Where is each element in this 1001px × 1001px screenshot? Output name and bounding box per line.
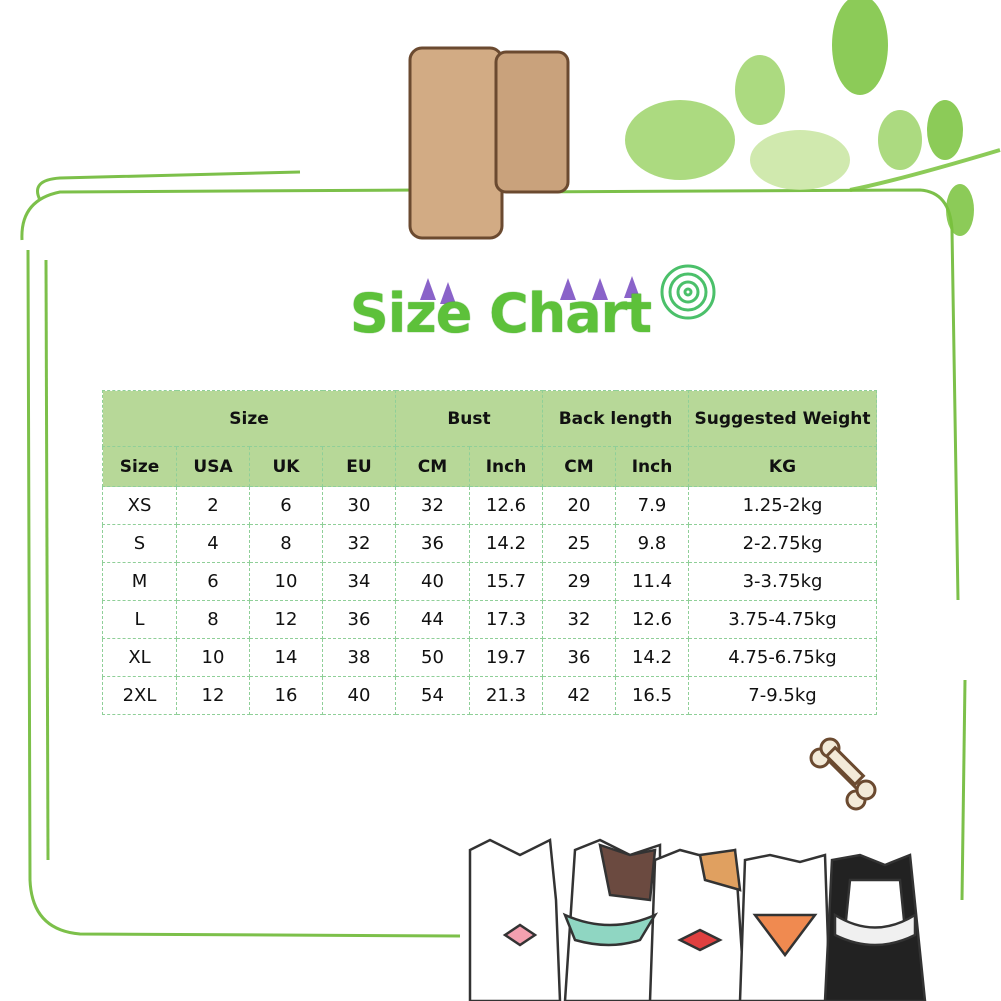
table-cell: 20 xyxy=(542,486,616,525)
sub-header-row: Size USA UK EU CM Inch CM Inch KG xyxy=(102,446,877,487)
table-cell: 36 xyxy=(322,600,396,639)
leaves-icon xyxy=(625,0,1001,236)
table-cell: 42 xyxy=(542,676,616,715)
table-cell: 32 xyxy=(395,486,470,525)
table-cell: 30 xyxy=(322,486,396,525)
table-cell: S xyxy=(102,524,177,563)
table-cell: 17.3 xyxy=(469,600,543,639)
size-chart-table: Size Bust Back length Suggested Weight S… xyxy=(102,390,877,715)
table-cell: 3.75-4.75kg xyxy=(688,600,877,639)
table-cell: 4.75-6.75kg xyxy=(688,638,877,677)
table-cell: 11.4 xyxy=(615,562,689,601)
table-cell: 19.7 xyxy=(469,638,543,677)
table-cell: 14.2 xyxy=(469,524,543,563)
table-cell: 32 xyxy=(542,600,616,639)
table-cell: 12 xyxy=(176,676,250,715)
table-cell: 12 xyxy=(249,600,323,639)
table-cell: 40 xyxy=(395,562,470,601)
table-row: S 4 8 32 36 14.2 25 9.8 2-2.75kg xyxy=(102,524,877,563)
table-cell: M xyxy=(102,562,177,601)
table-cell: 16.5 xyxy=(615,676,689,715)
table-cell: 14 xyxy=(249,638,323,677)
table-cell: 7-9.5kg xyxy=(688,676,877,715)
table-cell: 8 xyxy=(176,600,250,639)
table-cell: 3-3.75kg xyxy=(688,562,877,601)
table-cell: 32 xyxy=(322,524,396,563)
sub-header-cell: KG xyxy=(688,446,877,487)
sub-header-cell: USA xyxy=(176,446,250,487)
header-size: Size xyxy=(102,390,396,447)
clothespin-icon xyxy=(408,46,570,240)
bone-icon xyxy=(809,737,877,811)
table-cell: 44 xyxy=(395,600,470,639)
sub-header-cell: CM xyxy=(395,446,470,487)
header-back-length: Back length xyxy=(542,390,689,447)
table-cell: 12.6 xyxy=(615,600,689,639)
table-row: L 8 12 36 44 17.3 32 12.6 3.75-4.75kg xyxy=(102,600,877,639)
spiral-icon xyxy=(660,264,716,320)
sub-header-cell: Inch xyxy=(615,446,689,487)
sub-header-cell: CM xyxy=(542,446,616,487)
table-cell: 7.9 xyxy=(615,486,689,525)
sub-header-cell: Inch xyxy=(469,446,543,487)
table-cell: 6 xyxy=(176,562,250,601)
table-cell: 4 xyxy=(176,524,250,563)
table-row: XL 10 14 38 50 19.7 36 14.2 4.75-6.75kg xyxy=(102,638,877,677)
sub-header-cell: Size xyxy=(102,446,177,487)
sub-header-cell: UK xyxy=(249,446,323,487)
table-cell: 34 xyxy=(322,562,396,601)
sub-header-cell: EU xyxy=(322,446,396,487)
table-row: XS 2 6 30 32 12.6 20 7.9 1.25-2kg xyxy=(102,486,877,525)
cats-illustration xyxy=(468,838,927,1001)
table-cell: 14.2 xyxy=(615,638,689,677)
table-cell: XS xyxy=(102,486,177,525)
table-cell: L xyxy=(102,600,177,639)
table-cell: 6 xyxy=(249,486,323,525)
table-cell: 36 xyxy=(395,524,470,563)
header-suggested-weight: Suggested Weight xyxy=(688,390,877,447)
table-cell: 21.3 xyxy=(469,676,543,715)
table-cell: 50 xyxy=(395,638,470,677)
table-cell: 15.7 xyxy=(469,562,543,601)
table-cell: 2 xyxy=(176,486,250,525)
table-cell: 10 xyxy=(176,638,250,677)
table-cell: 10 xyxy=(249,562,323,601)
table-cell: 9.8 xyxy=(615,524,689,563)
table-cell: 8 xyxy=(249,524,323,563)
table-cell: 16 xyxy=(249,676,323,715)
table-cell: 40 xyxy=(322,676,396,715)
table-cell: XL xyxy=(102,638,177,677)
header-bust: Bust xyxy=(395,390,543,447)
table-cell: 2XL xyxy=(102,676,177,715)
table-cell: 12.6 xyxy=(469,486,543,525)
table-cell: 36 xyxy=(542,638,616,677)
table-cell: 29 xyxy=(542,562,616,601)
table-cell: 1.25-2kg xyxy=(688,486,877,525)
table-cell: 25 xyxy=(542,524,616,563)
table-row: 2XL 12 16 40 54 21.3 42 16.5 7-9.5kg xyxy=(102,676,877,715)
heart-decorations-icon xyxy=(420,276,640,304)
page-title: Size Chart xyxy=(349,282,652,345)
table-cell: 54 xyxy=(395,676,470,715)
table-cell: 2-2.75kg xyxy=(688,524,877,563)
table-row: M 6 10 34 40 15.7 29 11.4 3-3.75kg xyxy=(102,562,877,601)
table-cell: 38 xyxy=(322,638,396,677)
green-frame xyxy=(20,170,967,938)
